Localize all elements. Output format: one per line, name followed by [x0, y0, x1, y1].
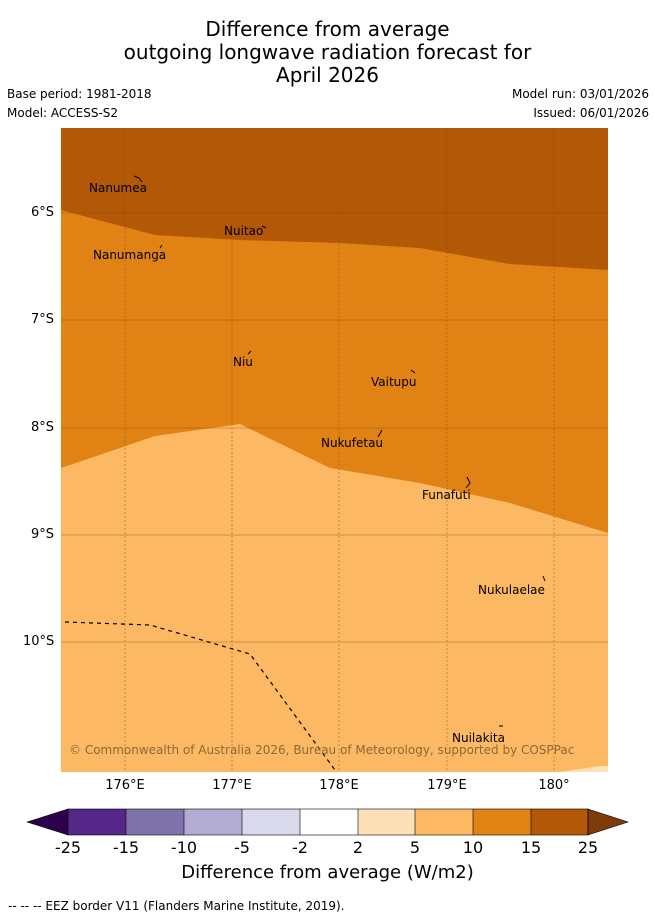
island-label-nukulaelae: Nukulaelae: [478, 583, 545, 597]
copyright-notice: © Commonwealth of Australia 2026, Bureau…: [69, 743, 574, 757]
nukulaelae-island: [542, 575, 546, 582]
colorbar: [26, 808, 629, 836]
band-5-10: [61, 424, 608, 772]
colorbar-tick: -5: [234, 838, 250, 857]
island-label-nanumea: Nanumea: [89, 181, 147, 195]
lat-label-10s: 10°S: [23, 634, 55, 649]
funafuti-island: [465, 476, 471, 489]
eez-border: [64, 621, 336, 771]
island-shapes: [133, 175, 546, 727]
colorbar-title: Difference from average (W/m2): [181, 862, 474, 883]
band-2-5: [560, 766, 608, 772]
lon-label-176e: 176°E: [105, 778, 145, 793]
model-run: Model run: 03/01/2026: [511, 87, 649, 101]
island-label-nuitao: Nuitao: [224, 224, 263, 238]
vaitupu-island: [410, 369, 416, 374]
lat-label-6s: 6°S: [31, 205, 55, 220]
title-line-2: outgoing longwave radiation forecast for: [123, 40, 532, 64]
colorbar-tick: 25: [577, 838, 599, 857]
colorbar-seg-n5-n2: [242, 809, 300, 835]
map-area: Nanumea Nuitao Nanumanga Niu Vaitupu Nuk…: [61, 128, 608, 772]
title-line-1: Difference from average: [205, 17, 450, 41]
colorbar-seg-n2-2: [300, 809, 358, 835]
lon-label-179e: 179°E: [427, 778, 467, 793]
lon-label-177e: 177°E: [212, 778, 252, 793]
island-label-nuilakita: Nuilakita: [452, 731, 505, 745]
nanumanga-island: [159, 244, 163, 249]
colorbar-seg-15-25: [531, 809, 588, 835]
colorbar-tick: 5: [409, 838, 421, 857]
island-label-nanumanga: Nanumanga: [93, 248, 166, 262]
colorbar-min-extension: [26, 808, 69, 836]
colorbar-seg-n25-n15: [68, 809, 126, 835]
lat-label-7s: 7°S: [31, 312, 55, 327]
colorbar-tick: -15: [112, 838, 140, 857]
colorbar-tick: 2: [352, 838, 364, 857]
island-label-nukufetau: Nukufetau: [321, 436, 383, 450]
nanumea-island: [133, 175, 143, 183]
island-label-vaitupu: Vaitupu: [371, 375, 417, 389]
nuitao-island: [261, 225, 267, 229]
issued-date: Issued: 06/01/2026: [533, 106, 649, 120]
colorbar-tick: -25: [54, 838, 82, 857]
colorbar-tick: 15: [520, 838, 542, 857]
colorbar-seg-n10-n5: [184, 809, 242, 835]
colorbar-tick: 10: [462, 838, 484, 857]
colorbar-seg-n15-n10: [126, 809, 184, 835]
colorbar-tick: -2: [292, 838, 308, 857]
eez-footnote: -- -- -- EEZ border V11 (Flanders Marine…: [8, 899, 345, 913]
nukufetau-island: [377, 429, 383, 438]
colorbar-seg-2-5: [358, 809, 415, 835]
colorbar-frame: [67, 808, 589, 836]
niu-island: [247, 350, 252, 355]
colorbar-seg-5-10: [415, 809, 473, 835]
title-line-3: April 2026: [276, 63, 379, 87]
lon-label-178e: 178°E: [319, 778, 359, 793]
lat-label-8s: 8°S: [31, 420, 55, 435]
island-label-niu: Niu: [233, 355, 253, 369]
island-label-funafuti: Funafuti: [422, 488, 471, 502]
colorbar-max-extension: [587, 808, 629, 836]
lat-label-9s: 9°S: [31, 527, 55, 542]
colorbar-seg-10-15: [473, 809, 531, 835]
base-period: Base period: 1981-2018: [7, 87, 152, 101]
colorbar-tick: -10: [170, 838, 198, 857]
grid-lines: [61, 128, 608, 772]
lon-label-180: 180°: [538, 778, 570, 793]
model-name: Model: ACCESS-S2: [7, 106, 119, 120]
